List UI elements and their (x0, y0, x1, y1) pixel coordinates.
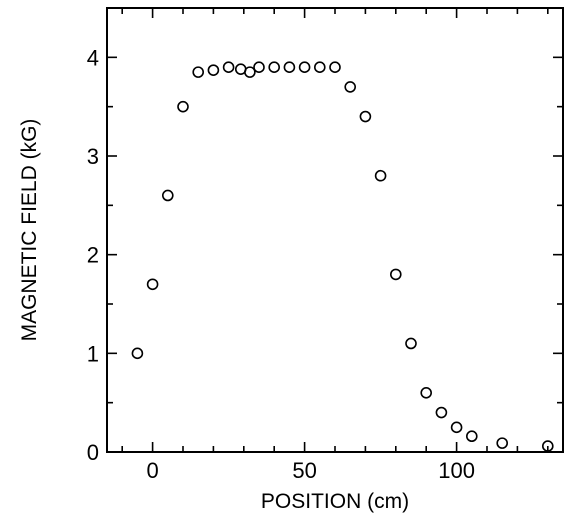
data-point (298, 61, 311, 73)
ticks (107, 8, 563, 453)
data-point (405, 337, 417, 350)
data-point (435, 406, 448, 419)
data-point (359, 110, 372, 123)
y-axis-label: MAGNETIC FIELD (kG) (18, 119, 41, 342)
data-point (450, 421, 463, 434)
data-point (389, 268, 402, 281)
data-point (465, 430, 478, 443)
data-point (253, 61, 265, 73)
data-point (374, 169, 387, 182)
data-point (496, 437, 509, 449)
data-point (222, 61, 235, 73)
data-points (131, 61, 554, 452)
x-axis-label: POSITION (cm) (261, 490, 409, 513)
data-point (146, 278, 159, 291)
x-tick-label: 100 (438, 458, 475, 483)
data-point (177, 100, 189, 113)
data-point (541, 440, 554, 452)
data-point (420, 386, 433, 399)
tick-labels: 0 50 100 0 1 2 3 4 (87, 45, 475, 483)
data-point (283, 61, 296, 73)
data-point (131, 347, 144, 360)
axes (106, 7, 564, 453)
y-tick-label: 3 (87, 144, 99, 169)
data-point (313, 61, 326, 73)
data-point (192, 66, 204, 78)
plot-frame (106, 7, 564, 453)
x-tick-label: 50 (292, 458, 316, 483)
data-point (329, 61, 341, 73)
y-tick-label: 1 (87, 341, 99, 366)
data-point (207, 64, 220, 76)
data-point (268, 61, 281, 73)
data-point (244, 66, 256, 78)
x-tick-label: 0 (146, 458, 158, 483)
y-tick-label: 0 (87, 440, 99, 465)
data-point (162, 189, 174, 202)
y-tick-label: 4 (87, 45, 99, 70)
data-point (344, 81, 357, 93)
y-tick-label: 2 (87, 243, 99, 268)
